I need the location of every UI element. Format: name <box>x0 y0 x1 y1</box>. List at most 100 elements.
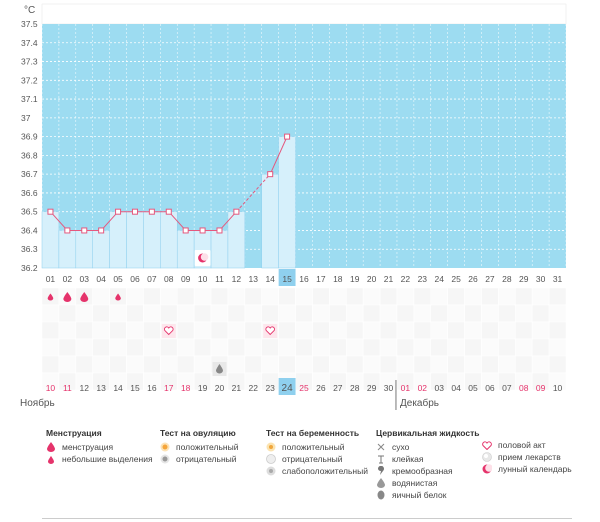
day-label: 06 <box>130 274 140 284</box>
light-spotting-icon <box>47 293 54 301</box>
temperature-point <box>115 208 122 215</box>
y-tick-label: 36.6 <box>21 188 38 198</box>
symbol-cell <box>227 304 246 323</box>
day-label: 02 <box>63 274 73 284</box>
temperature-point <box>284 133 291 140</box>
month-left: Ноябрь <box>20 397 55 409</box>
symbol-cell <box>514 321 533 340</box>
y-tick-label: 36.4 <box>21 225 38 235</box>
calendar-date: 23 <box>265 383 275 393</box>
legend-title: Тест на беременность <box>266 428 360 438</box>
menstruation-icon <box>63 292 72 302</box>
symbol-cell <box>176 338 195 357</box>
symbol-cell <box>329 355 347 374</box>
symbol-cell <box>261 338 279 357</box>
temperature-point <box>165 208 172 215</box>
symbol-cell <box>109 355 127 374</box>
legend-ovulation: Тест на овуляцию положительный отрицател… <box>160 428 238 465</box>
symbol-cell <box>481 304 499 323</box>
legend-other: половой акт прием лекарств лунный календ… <box>482 439 572 475</box>
temperature-bar <box>261 173 279 269</box>
legend-cervical: Цервикальная жидкость сухо клейкая кремо… <box>376 428 479 501</box>
symbol-cell <box>362 321 381 340</box>
temperature-chart: 37.5 37.4 37.3 37.2 37.1 37 36.9 36.8 36.7 36.6 36… <box>20 3 567 410</box>
symbol-cell <box>278 321 296 340</box>
day-label: 21 <box>384 274 394 284</box>
symbol-cell <box>278 338 296 357</box>
temperature-point <box>64 227 71 234</box>
symbol-cell <box>227 355 246 374</box>
symbol-cell <box>329 287 347 306</box>
symbol-cell <box>41 304 60 323</box>
y-tick-label: 37.5 <box>21 19 38 29</box>
drop-icon <box>46 442 56 452</box>
symbol-cell <box>295 304 313 323</box>
day-label: 14 <box>265 274 275 284</box>
temperature-bar <box>58 230 77 269</box>
symbol-cell <box>481 287 499 306</box>
symbol-cell <box>58 304 77 323</box>
temperature-line <box>219 211 237 231</box>
symbol-cell <box>210 321 229 340</box>
calendar-date: 06 <box>485 383 495 393</box>
sun-icon <box>160 442 170 452</box>
symbol-cell <box>345 321 364 340</box>
symbol-cell <box>143 321 161 340</box>
symbol-cell <box>413 287 432 306</box>
y-tick-label: 37.4 <box>21 38 38 48</box>
top-strip <box>41 3 567 25</box>
symbol-cell <box>210 338 229 357</box>
heart-icon <box>482 440 492 450</box>
legend: Менструация менструация небольшие выделе… <box>0 428 600 522</box>
calendar-date: 10 <box>553 383 563 393</box>
temperature-line <box>168 211 187 231</box>
legend-item: половой акт <box>498 440 546 450</box>
day-label: 29 <box>519 274 529 284</box>
temperature-point <box>216 227 223 234</box>
legend-item: менструация <box>62 442 114 452</box>
watery-icon <box>215 364 223 374</box>
day-label: 01 <box>46 274 56 284</box>
symbol-cell <box>498 304 516 323</box>
temperature-line-dashed <box>236 173 271 213</box>
symbol-cell <box>227 287 246 306</box>
day-label: 19 <box>350 274 360 284</box>
symbol-cell <box>41 355 60 374</box>
symbol-cell <box>109 321 127 340</box>
day-label: 08 <box>164 274 174 284</box>
temperature-bar <box>160 211 178 269</box>
legend-menstruation: Менструация менструация небольшие выделе… <box>46 428 153 465</box>
legend-item: прием лекарств <box>498 452 561 462</box>
calendar-date: 07 <box>502 383 512 393</box>
symbol-cell <box>176 287 195 306</box>
symbol-cell <box>498 355 516 374</box>
symbol-cell <box>481 321 499 340</box>
legend-item: отрицательный <box>176 454 237 464</box>
pregnancy-positive-icon <box>266 442 276 452</box>
symbol-cell <box>345 338 364 357</box>
temperature-point <box>131 208 138 215</box>
symbol-cell <box>312 321 330 340</box>
symbol-cell <box>75 304 94 323</box>
symbol-cell <box>464 355 482 374</box>
symbol-cell <box>92 321 110 340</box>
symbol-cell <box>413 304 432 323</box>
temperature-bar <box>41 211 60 269</box>
day-label: 25 <box>451 274 461 284</box>
y-tick-label: 36.8 <box>21 150 38 160</box>
symbol-cell <box>329 338 347 357</box>
legend-item: положительный <box>176 442 239 452</box>
symbol-cell <box>210 304 229 323</box>
y-tick-label: 36.9 <box>21 132 38 142</box>
symbol-cell <box>464 338 482 357</box>
calendar-date: 10 <box>46 383 56 393</box>
symbol-cell <box>514 287 533 306</box>
symbol-cell <box>464 287 482 306</box>
symbol-cell <box>92 287 110 306</box>
symbol-cell <box>244 355 263 374</box>
symbol-cell <box>548 321 567 340</box>
symbol-cell <box>498 287 516 306</box>
calendar-date: 29 <box>367 383 377 393</box>
symbol-cell <box>176 355 195 374</box>
symbol-cell <box>58 355 77 374</box>
